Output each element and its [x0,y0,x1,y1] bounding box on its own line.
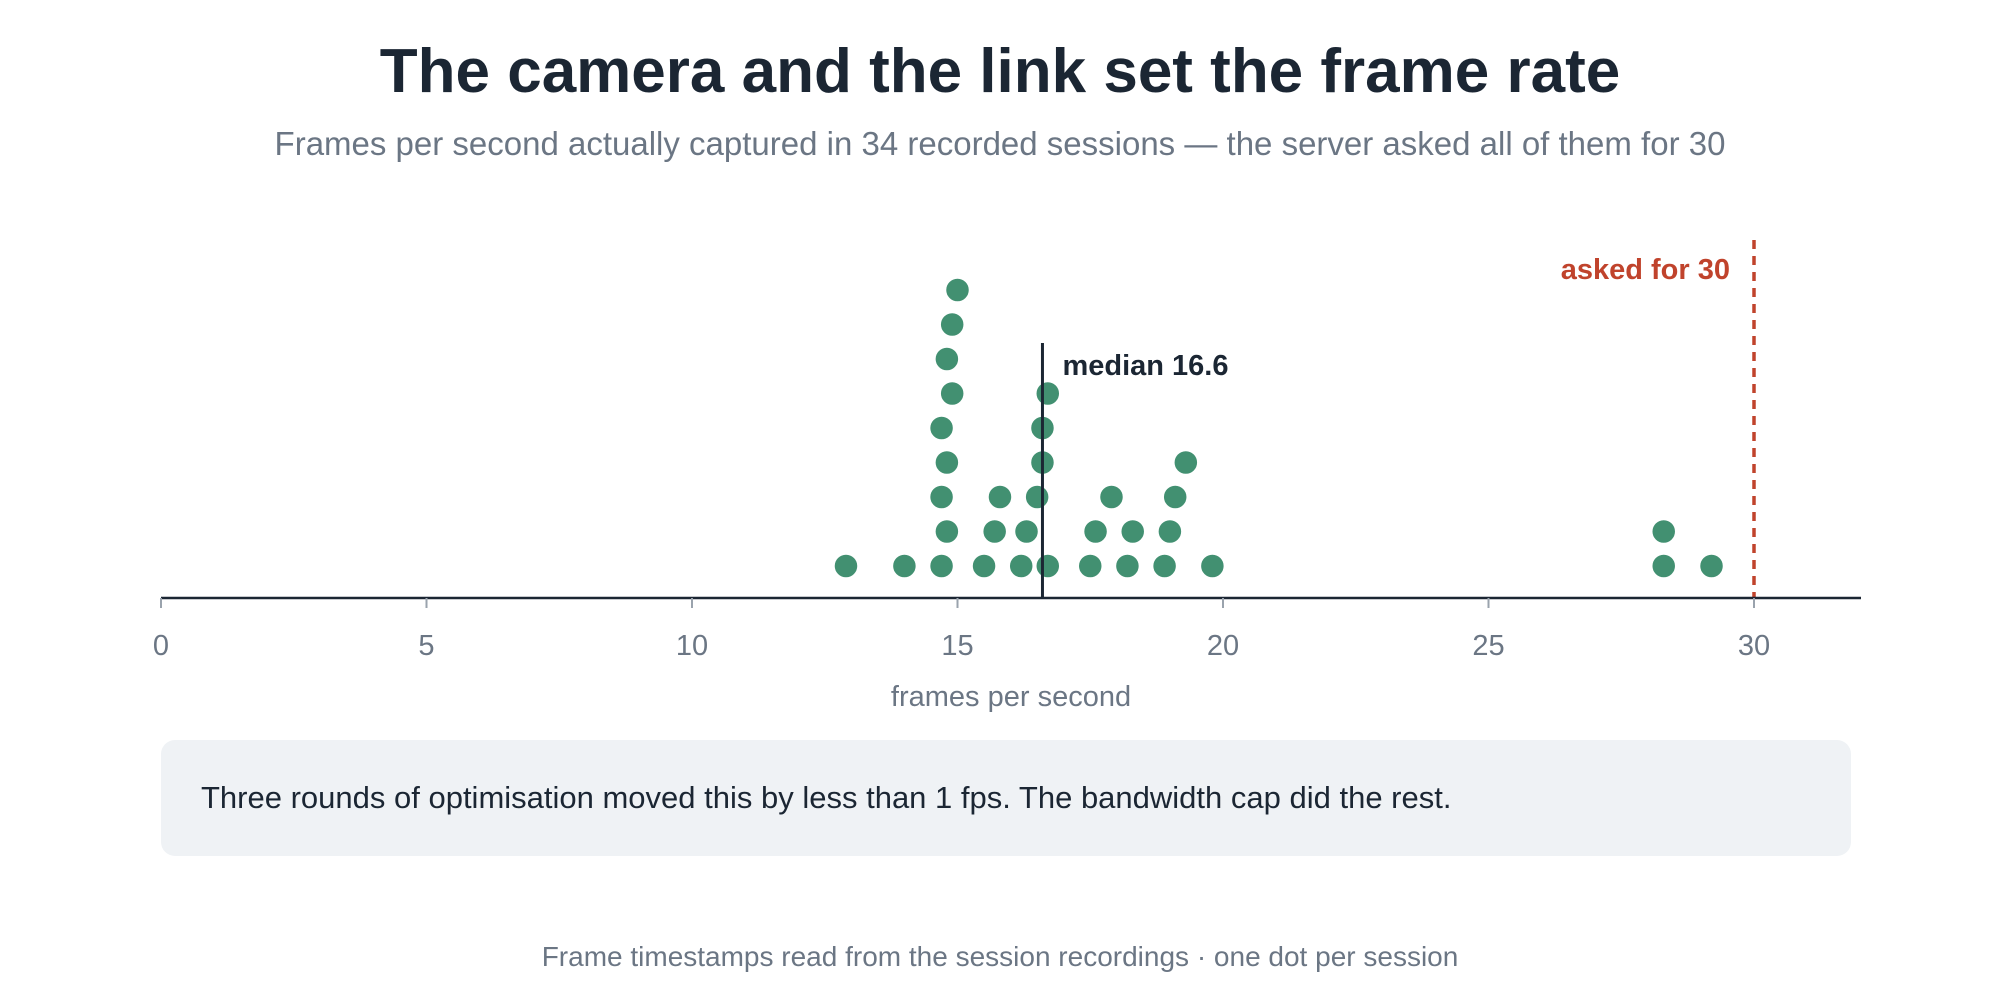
data-point [891,553,918,579]
data-point [1098,484,1125,510]
data-point [833,553,859,579]
data-point [1008,553,1034,579]
data-point [939,380,965,407]
dot-plot-chart: median 16.6 asked for 30 0 5 10 15 20 25 30 fra… [153,240,1861,713]
data-point [944,277,971,303]
data-point [939,311,965,338]
data-point [928,484,955,510]
data-point [1173,449,1199,476]
data-point [1114,553,1141,579]
x-tick-label: 20 [1207,630,1239,662]
data-point [934,346,960,372]
data-point [1077,553,1103,579]
data-point [934,449,960,476]
median-label: median 16.6 [1062,350,1228,382]
x-tick-label: 0 [153,630,169,662]
data-point [928,415,955,441]
data-point [1650,553,1677,579]
data-points [833,277,1725,579]
annotation-note: Three rounds of optimisation moved this … [161,740,1851,856]
x-tick-label: 5 [418,630,434,662]
data-point [1650,518,1677,545]
chart-title: The camera and the link set the frame ra… [379,37,1621,106]
x-axis-title: frames per second [891,681,1131,713]
data-point [1162,484,1188,510]
data-point [1698,553,1725,579]
data-point [1024,484,1050,510]
data-point [981,518,1008,545]
data-point [1035,380,1061,407]
x-axis: 0 5 10 15 20 25 30 [153,596,1861,662]
data-point [1157,518,1183,545]
data-point [1151,553,1178,579]
x-tick-label: 10 [676,630,708,662]
annotation-note-text: Three rounds of optimisation moved this … [201,780,1452,815]
x-tick-label: 15 [941,630,973,662]
data-point [928,553,955,579]
data-point [971,553,997,579]
x-tick-label: 25 [1472,630,1504,662]
x-tick-label: 30 [1738,630,1770,662]
data-point [1119,518,1146,545]
data-point [987,484,1013,510]
data-point [1199,553,1226,579]
data-point [934,518,960,545]
chart-subtitle: Frames per second actually captured in 3… [274,125,1726,162]
target-line-label: asked for 30 [1561,254,1730,286]
data-point [1035,553,1061,579]
source-footnote: Frame timestamps read from the session r… [541,941,1459,972]
reference-lines: median 16.6 asked for 30 [1040,240,1756,598]
data-point [1082,518,1109,545]
data-point [1013,518,1040,545]
